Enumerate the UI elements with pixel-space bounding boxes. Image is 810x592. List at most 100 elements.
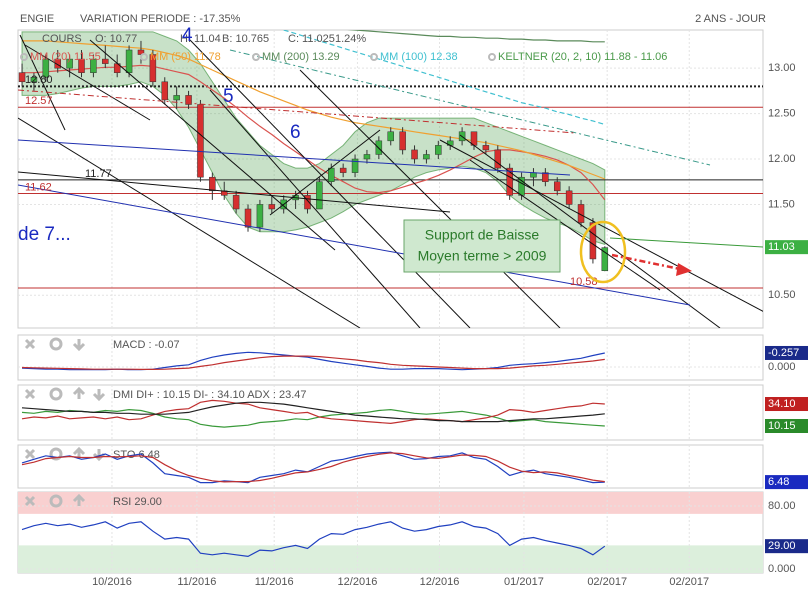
legend-entry: KELTNER (20, 2, 10) 11.88 - 11.06 — [498, 51, 667, 63]
y-tick-label: 0.000 — [768, 361, 796, 373]
candle-body — [125, 49, 133, 73]
candle-body — [161, 81, 169, 101]
y-tick-label: 12.00 — [768, 153, 796, 165]
candle-body — [185, 95, 192, 105]
candle-body — [244, 208, 252, 228]
x-tick-label: 12/2016 — [420, 576, 460, 588]
ohlc-label: 1.24% — [335, 33, 366, 45]
candle-body — [589, 222, 597, 260]
annotation: Moyen terme > 2009 — [418, 248, 547, 264]
price-marker-label: 34.10 — [768, 398, 796, 410]
settings-icon — [49, 494, 63, 508]
x-tick-label: 11/2016 — [177, 576, 216, 588]
candle-body — [78, 58, 85, 73]
price-marker — [765, 240, 808, 255]
x-tick-label: 02/2017 — [669, 576, 709, 588]
candle-body — [328, 167, 335, 182]
candle-body — [387, 131, 394, 142]
close-icon — [24, 338, 36, 350]
panel-title: DMI DI+ : 10.15 DI- : 34.10 ADX : 23.47 — [113, 389, 307, 401]
candle-body — [363, 154, 371, 160]
panel-frame — [17, 384, 764, 441]
legend-icon — [252, 53, 260, 61]
candle-body — [351, 158, 359, 173]
y-tick-label: 0.000 — [768, 563, 796, 575]
oversold-zone — [18, 545, 763, 573]
x-tick-label: 02/2017 — [587, 576, 627, 588]
indicator-line — [21, 355, 605, 370]
annotation: 6 — [290, 122, 301, 143]
overlay-layer: 13.00 12.50 12.00 11.50 10.50 0.000 MACD : -0.… — [18, 25, 808, 588]
moving-average — [22, 40, 606, 180]
level-label: 11.77 — [85, 168, 112, 180]
close-icon — [24, 448, 36, 460]
moving-average — [281, 30, 605, 126]
annotation: 4 — [182, 25, 193, 46]
price-marker-label: 11.03 — [768, 241, 795, 253]
candle-body — [506, 167, 513, 196]
price-marker-label: 29.00 — [768, 540, 796, 552]
ohlc-label: C: 11.025 — [288, 33, 335, 45]
price-marker — [765, 397, 808, 412]
legend-icon — [140, 53, 148, 61]
candle-body — [494, 149, 502, 169]
main-layer — [18, 30, 763, 289]
price-marker-label: -0.257 — [768, 347, 799, 359]
candle-body — [18, 72, 26, 83]
annotation: 5 — [223, 86, 234, 107]
candle-body — [173, 95, 180, 101]
x-tick-label: 12/2016 — [338, 576, 378, 588]
candle-body — [90, 58, 97, 73]
x-tick-label: 11/2016 — [255, 576, 294, 588]
price-marker-label: 6.48 — [768, 476, 789, 488]
candle-body — [542, 172, 549, 182]
candle-body — [339, 167, 347, 173]
candle-body — [66, 58, 73, 69]
indicator-line — [21, 451, 605, 484]
candle-body — [482, 145, 490, 151]
moving-average — [347, 30, 605, 43]
candle-body — [30, 76, 38, 83]
indicator-line — [21, 399, 605, 425]
indicator-line — [21, 452, 605, 483]
close-icon — [24, 388, 36, 400]
level-label: 11.62 — [25, 181, 52, 193]
price-marker — [765, 475, 808, 490]
panel-layer — [17, 29, 764, 574]
price-marker — [765, 419, 808, 434]
trendlines — [18, 34, 763, 328]
settings-icon — [49, 337, 63, 351]
y-tick-label: 10.50 — [768, 289, 796, 301]
legend-icon — [488, 53, 496, 61]
ohlc-label: O: 10.77 — [95, 33, 137, 45]
candle-body — [399, 131, 406, 151]
price-marker — [765, 539, 808, 554]
candle-body — [256, 204, 264, 228]
y-tick-label: 12.50 — [768, 107, 796, 119]
legend-entry: MM (20) 11.55 — [30, 51, 101, 63]
candle-body — [530, 172, 537, 178]
annotation: Support de Baisse — [425, 227, 540, 243]
panel-frame — [17, 444, 764, 489]
ohlc-label: H: 11.04 — [180, 33, 221, 45]
indicator-line — [21, 521, 606, 558]
candle-body — [316, 181, 323, 210]
candle-body — [54, 58, 61, 69]
arrow-head — [676, 263, 692, 276]
candle-body — [42, 58, 50, 78]
close-icon — [24, 495, 36, 507]
overbought-zone — [18, 492, 763, 514]
candle-body — [518, 176, 525, 196]
down-icon — [72, 339, 86, 352]
candle-body — [149, 54, 157, 83]
panel-frame — [17, 334, 764, 381]
price-marker — [765, 345, 808, 360]
candle-body — [232, 195, 240, 210]
highlight-ellipse — [579, 220, 627, 284]
candle-body — [423, 154, 430, 160]
candle-body — [565, 190, 573, 205]
x-tick-label: 10/2016 — [92, 576, 132, 588]
candle-body — [435, 145, 442, 155]
legend-entry: MM (100) 12.38 — [380, 51, 458, 63]
legend-entry: MM (200) 13.29 — [262, 51, 340, 63]
